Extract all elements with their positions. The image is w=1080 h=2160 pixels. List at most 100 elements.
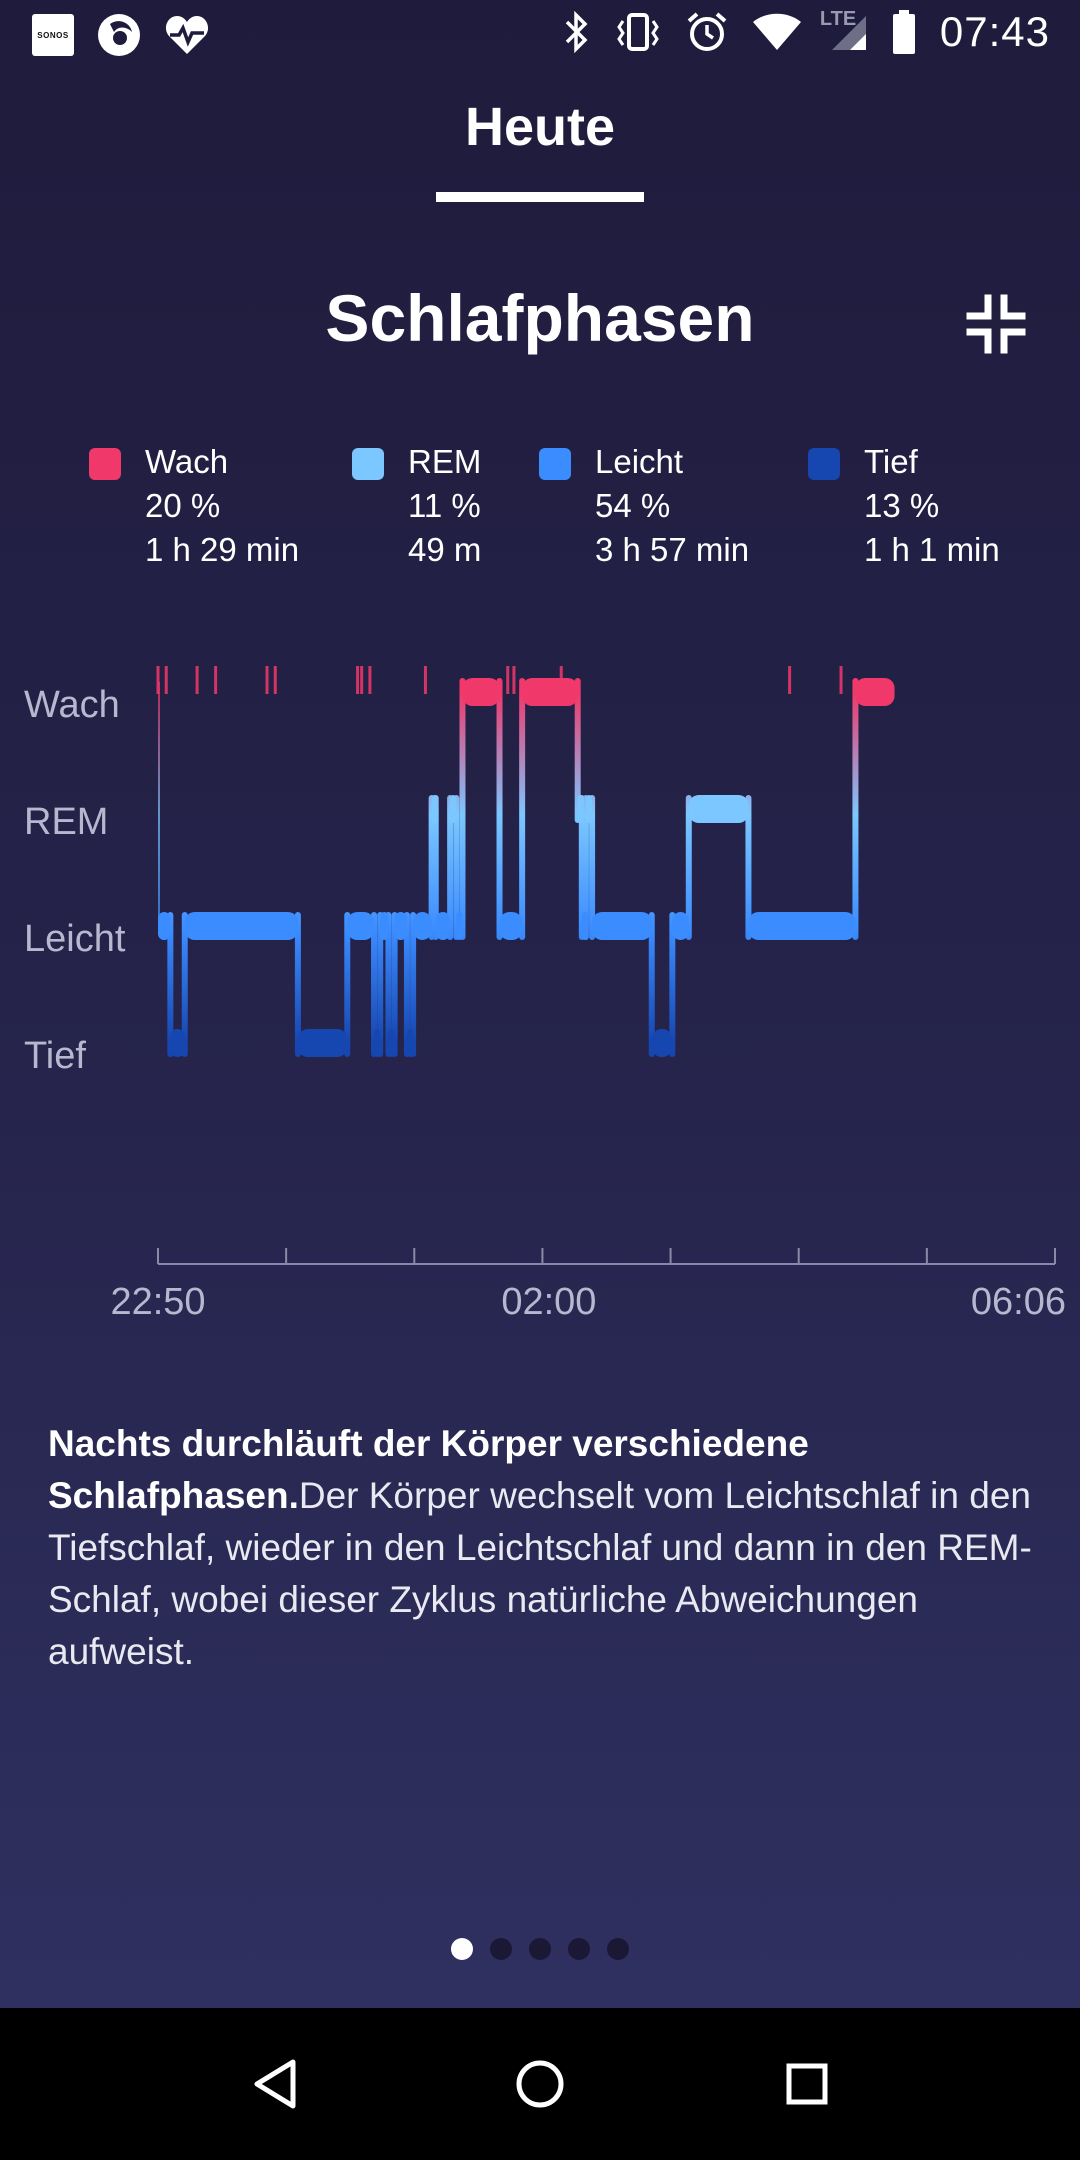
x-axis-label: 02:00: [501, 1281, 596, 1320]
page-dot[interactable]: [490, 1938, 512, 1960]
stage-segment-rem: [577, 795, 584, 823]
page-indicator: [0, 1938, 1080, 1960]
stage-transition: [371, 912, 378, 1057]
stage-transition: [852, 678, 859, 940]
stage-transition: [391, 912, 398, 1057]
sonos-icon: SONOS: [32, 14, 74, 56]
stage-segment-wach: [522, 678, 578, 706]
legend-percent: 54 %: [595, 487, 671, 524]
page-dot[interactable]: [607, 1938, 629, 1960]
x-axis-label: 06:06: [971, 1281, 1066, 1320]
status-bar: SONOS: [0, 0, 1080, 72]
stage-transition: [582, 795, 589, 940]
legend-duration: 1 h 29 min: [145, 531, 300, 568]
stage-segment-tief: [406, 1029, 414, 1057]
stage-transition: [344, 912, 351, 1057]
stage-transition: [181, 912, 188, 1057]
wake-mark: [156, 666, 160, 694]
stage-transition: [403, 912, 410, 1057]
legend-item-tief: Tief 13 % 1 h 1 min: [808, 440, 1000, 572]
stage-segment-tief: [297, 1029, 348, 1057]
wifi-icon: [752, 12, 802, 52]
firefox-icon: [96, 12, 142, 58]
legend-swatch-tief: [808, 448, 840, 480]
description: Nachts durchläuft der Körper verschieden…: [48, 1418, 1038, 1678]
collapse-button[interactable]: [966, 294, 1026, 354]
notification-icons: SONOS: [32, 12, 210, 58]
recents-button[interactable]: [767, 2044, 847, 2124]
stage-segment-tief: [651, 1029, 673, 1057]
stage-transition: [432, 795, 439, 940]
legend-swatch-wach: [89, 448, 121, 480]
wake-mark: [512, 666, 516, 694]
stage-segment-wach: [855, 678, 895, 706]
stage-transition: [648, 912, 655, 1057]
legend-label: Wach: [145, 443, 229, 480]
stage-transition: [496, 678, 503, 940]
stage-transition: [385, 912, 392, 1057]
legend-percent: 11 %: [408, 487, 481, 524]
tab-indicator: [436, 192, 644, 202]
stage-transition: [410, 912, 417, 1057]
stage-transition: [453, 795, 460, 940]
vibrate-icon: [614, 11, 662, 53]
stage-segment-wach: [462, 678, 500, 706]
sleep-stages-chart[interactable]: Wach REM Leicht Tief 22:50 02:00 06:06: [0, 640, 1080, 1323]
stage-transition: [377, 912, 384, 1057]
card-title: Schlafphasen: [325, 281, 755, 355]
legend-item-rem: REM 11 % 49 m: [352, 440, 482, 572]
wake-mark: [164, 666, 168, 694]
wake-mark: [356, 666, 360, 694]
stage-segment-leicht: [748, 912, 856, 940]
legend-percent: 13 %: [864, 487, 940, 524]
home-button[interactable]: [500, 2044, 580, 2124]
legend-label: Leicht: [595, 443, 684, 480]
stage-transition: [294, 912, 301, 1057]
bluetooth-icon: [564, 11, 590, 53]
page-dot[interactable]: [568, 1938, 590, 1960]
stage-segment-leicht: [184, 912, 298, 940]
legend-item-wach: Wach 20 % 1 h 29 min: [89, 440, 300, 572]
navigation-bar: [0, 2008, 1080, 2160]
stage-transition: [745, 795, 752, 940]
wake-mark: [368, 666, 372, 694]
back-icon: [254, 2059, 296, 2109]
stage-segment-rem: [688, 795, 749, 823]
y-axis-label: Tief: [24, 1035, 86, 1077]
wake-mark: [506, 666, 510, 694]
stage-transition: [167, 912, 174, 1057]
legend-label: REM: [408, 443, 482, 480]
legend-item-leicht: Leicht 54 % 3 h 57 min: [539, 440, 749, 572]
stage-segment-tief: [388, 1029, 395, 1057]
stage-segment-leicht: [413, 912, 432, 940]
stage-segment-leicht: [394, 912, 407, 940]
system-icons: LTE 07:43: [564, 8, 1050, 56]
tab-today[interactable]: Heute: [464, 97, 616, 157]
signal-icon: LTE: [820, 8, 868, 52]
stage-segment-leicht: [380, 912, 389, 940]
hypnogram-svg: Wach REM Leicht Tief 22:50 02:00 06:06: [24, 666, 1066, 1323]
wake-mark: [839, 666, 843, 694]
stage-transition: [574, 678, 581, 823]
wake-mark: [360, 666, 364, 694]
home-icon: [516, 2060, 564, 2108]
stage-transition: [685, 795, 692, 940]
legend-swatch-rem: [352, 448, 384, 480]
legend-duration: 49 m: [408, 531, 482, 568]
back-button[interactable]: [235, 2044, 315, 2124]
sleep-stage-legend: Wach 20 % 1 h 29 min REM 11 % 49 m Leich…: [0, 440, 1080, 580]
description-text: Der Körper wechselt vom Leichtschlaf in …: [48, 1475, 1032, 1672]
stage-segment-rem: [450, 795, 457, 823]
legend-duration: 1 h 1 min: [864, 531, 1000, 568]
wake-mark: [788, 666, 792, 694]
wake-mark: [423, 666, 427, 694]
wake-mark: [273, 666, 277, 694]
description-heading: Nachts durchläuft der Körper verschieden…: [48, 1423, 809, 1516]
wake-mark: [265, 666, 269, 694]
page-dot[interactable]: [451, 1938, 473, 1960]
network-type-label: LTE: [819, 8, 857, 30]
page-dot[interactable]: [529, 1938, 551, 1960]
recents-icon: [786, 2063, 828, 2105]
stage-transition: [519, 678, 526, 940]
screen: SONOS: [0, 0, 1080, 2008]
